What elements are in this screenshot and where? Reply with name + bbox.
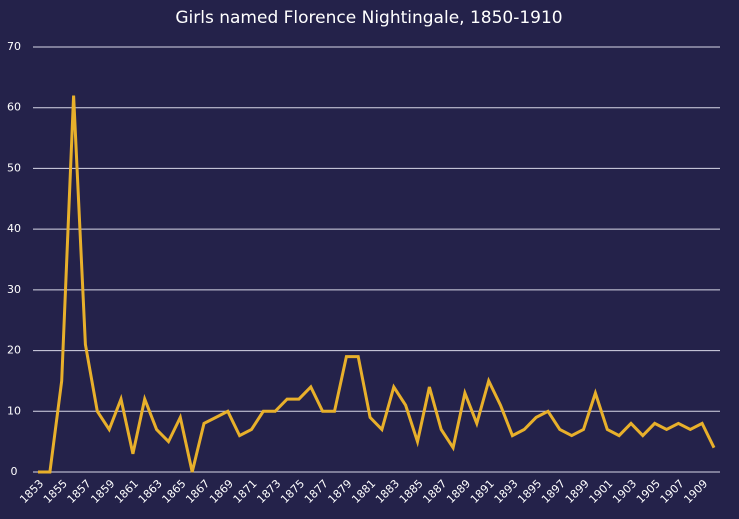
- y-tick-label: 0: [11, 465, 18, 478]
- y-tick-label: 60: [7, 101, 21, 114]
- chart-title: Girls named Florence Nightingale, 1850-1…: [175, 8, 562, 28]
- y-tick-label: 30: [7, 283, 21, 296]
- y-tick-label: 50: [7, 161, 21, 174]
- y-tick-label: 40: [7, 222, 21, 235]
- y-tick-label: 10: [7, 404, 21, 417]
- y-tick-label: 70: [7, 40, 21, 53]
- data-line: [38, 95, 716, 474]
- y-tick-label: 20: [7, 344, 21, 357]
